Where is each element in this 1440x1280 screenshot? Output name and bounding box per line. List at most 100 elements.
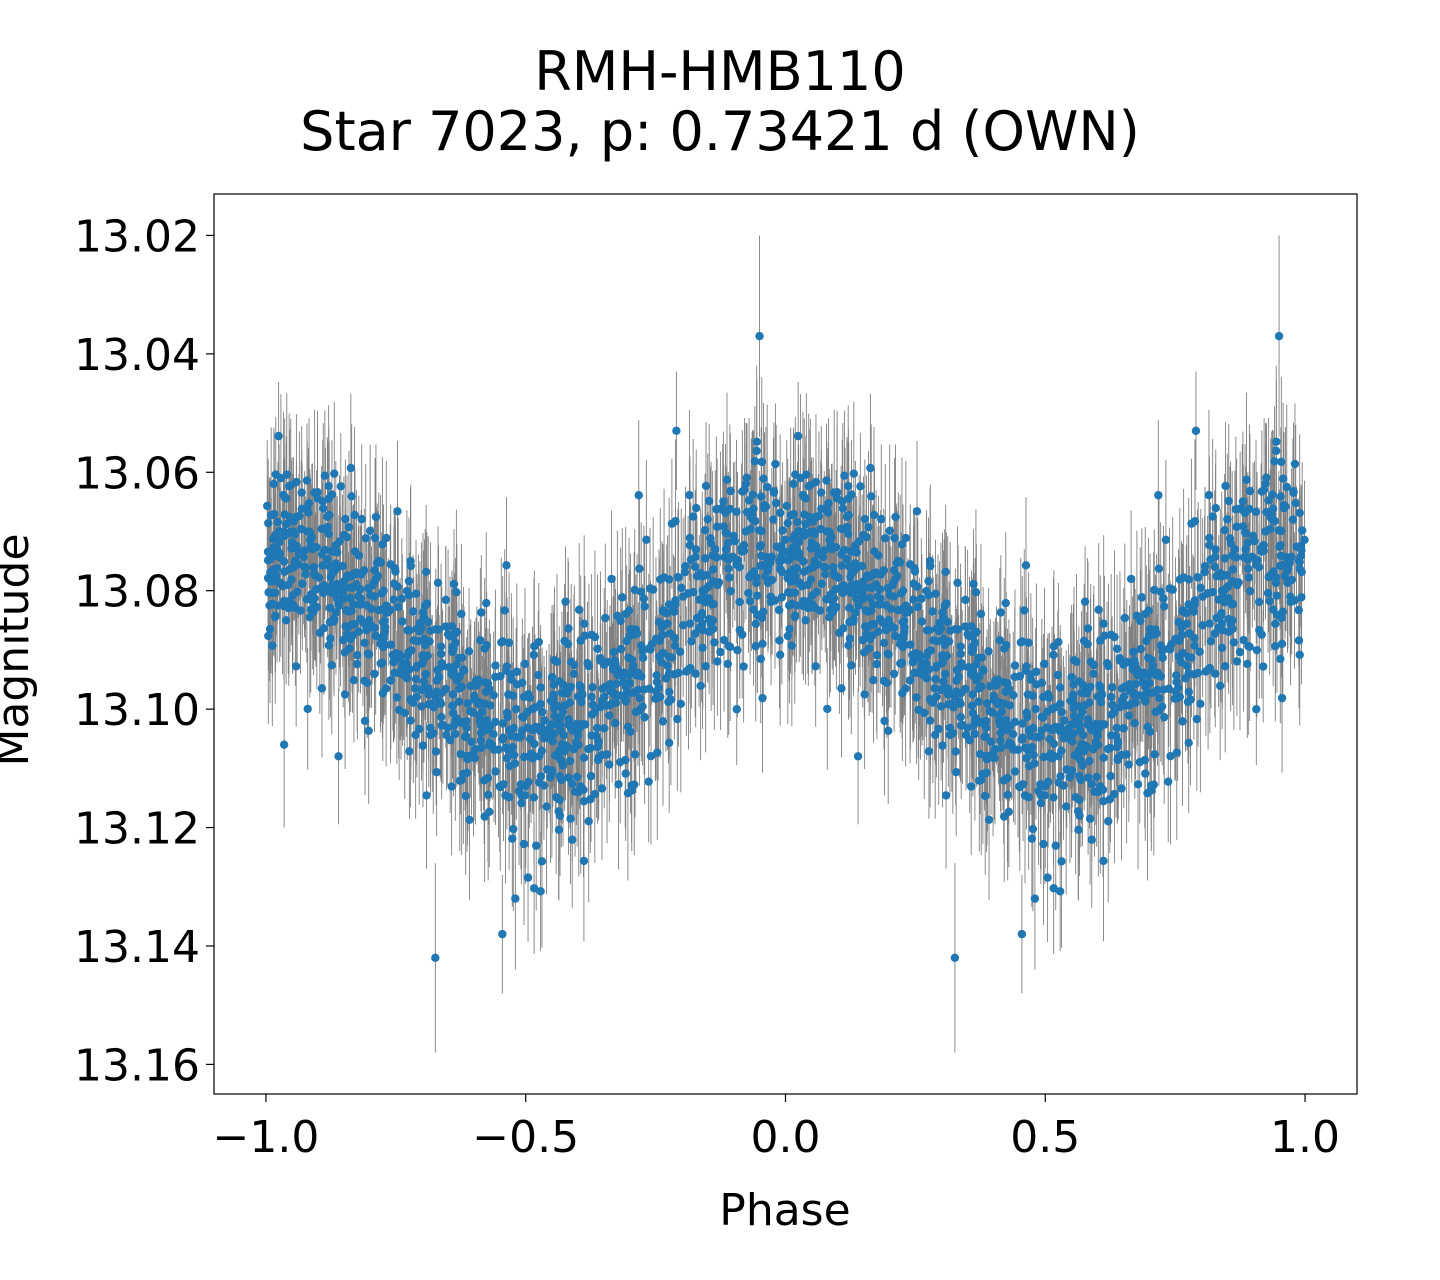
- data-point: [858, 594, 867, 604]
- data-point: [376, 558, 385, 567]
- data-point: [511, 894, 520, 903]
- data-point: [685, 490, 694, 500]
- data-point: [626, 624, 635, 634]
- data-point: [851, 608, 860, 617]
- data-point: [1238, 497, 1248, 506]
- data-point: [349, 600, 358, 609]
- data-point: [587, 630, 596, 640]
- data-point: [953, 578, 962, 588]
- data-point: [340, 690, 350, 699]
- data-point: [279, 740, 289, 749]
- data-point: [554, 825, 564, 835]
- data-point: [318, 497, 327, 506]
- data-point: [664, 697, 673, 707]
- data-point: [1093, 731, 1102, 740]
- data-point: [709, 599, 718, 609]
- data-point: [442, 730, 451, 740]
- data-point: [378, 540, 387, 549]
- data-point: [1087, 835, 1096, 844]
- data-point: [502, 561, 511, 570]
- data-point: [410, 684, 420, 693]
- data-point: [1271, 642, 1280, 651]
- data-point: [350, 620, 359, 629]
- data-point: [1015, 782, 1024, 792]
- data-point: [692, 571, 702, 581]
- data-point: [1259, 485, 1269, 494]
- data-point: [1142, 679, 1152, 689]
- data-point: [1220, 554, 1229, 563]
- data-point: [845, 634, 855, 643]
- data-point: [884, 615, 893, 625]
- data-point: [550, 711, 559, 721]
- data-point: [1298, 526, 1307, 535]
- data-point: [1181, 674, 1190, 683]
- data-point: [602, 750, 612, 759]
- data-point: [482, 725, 492, 735]
- data-point: [868, 583, 877, 593]
- data-point: [901, 608, 911, 618]
- data-point: [1196, 699, 1205, 709]
- data-point: [992, 681, 1001, 690]
- data-point: [467, 737, 476, 746]
- data-point: [978, 769, 988, 779]
- data-point: [791, 571, 800, 581]
- data-point: [1278, 607, 1288, 616]
- data-point: [1178, 606, 1187, 615]
- data-point: [1280, 572, 1290, 581]
- data-point: [897, 540, 907, 549]
- data-point: [603, 657, 612, 667]
- data-point: [572, 772, 582, 782]
- data-point: [1272, 437, 1281, 446]
- data-point: [292, 587, 302, 597]
- data-point: [703, 515, 712, 524]
- data-point: [665, 629, 675, 638]
- data-point: [725, 573, 734, 582]
- data-point: [1085, 756, 1094, 766]
- data-point: [1072, 657, 1081, 666]
- data-point: [1119, 692, 1129, 702]
- data-point: [575, 681, 585, 690]
- data-point: [1178, 717, 1187, 726]
- data-point: [975, 749, 985, 759]
- data-point: [961, 622, 970, 631]
- data-point: [901, 533, 911, 543]
- data-point: [1245, 486, 1255, 496]
- data-point: [377, 659, 386, 668]
- y-tick-label: 13.02: [74, 211, 200, 262]
- data-point: [674, 668, 683, 678]
- data-point: [827, 544, 837, 554]
- data-point: [1049, 884, 1058, 893]
- data-point: [1107, 731, 1116, 740]
- data-point: [688, 512, 698, 521]
- data-point: [647, 640, 656, 649]
- data-point: [552, 719, 561, 729]
- data-point: [1119, 724, 1129, 733]
- data-point: [1083, 639, 1092, 649]
- data-point: [498, 929, 507, 939]
- data-point: [799, 527, 808, 536]
- data-point: [622, 688, 632, 697]
- data-point: [1083, 720, 1093, 729]
- data-point: [1155, 693, 1164, 703]
- data-point: [664, 600, 674, 609]
- data-point: [917, 617, 927, 626]
- data-point: [1294, 556, 1304, 565]
- data-point: [436, 699, 446, 709]
- data-point: [1182, 661, 1192, 671]
- x-tick-label: −1.0: [213, 1112, 320, 1163]
- data-point: [869, 620, 878, 629]
- data-point: [505, 725, 514, 735]
- data-point: [512, 732, 521, 742]
- data-point: [664, 575, 674, 584]
- data-point: [1068, 690, 1078, 699]
- data-point: [1295, 508, 1304, 518]
- data-point: [1210, 562, 1219, 571]
- data-point: [956, 642, 965, 651]
- data-point: [579, 785, 588, 794]
- data-point: [698, 625, 708, 635]
- data-point: [758, 693, 767, 703]
- data-point: [935, 618, 944, 628]
- data-point: [1175, 575, 1185, 584]
- data-point: [431, 747, 441, 756]
- data-point: [454, 697, 464, 706]
